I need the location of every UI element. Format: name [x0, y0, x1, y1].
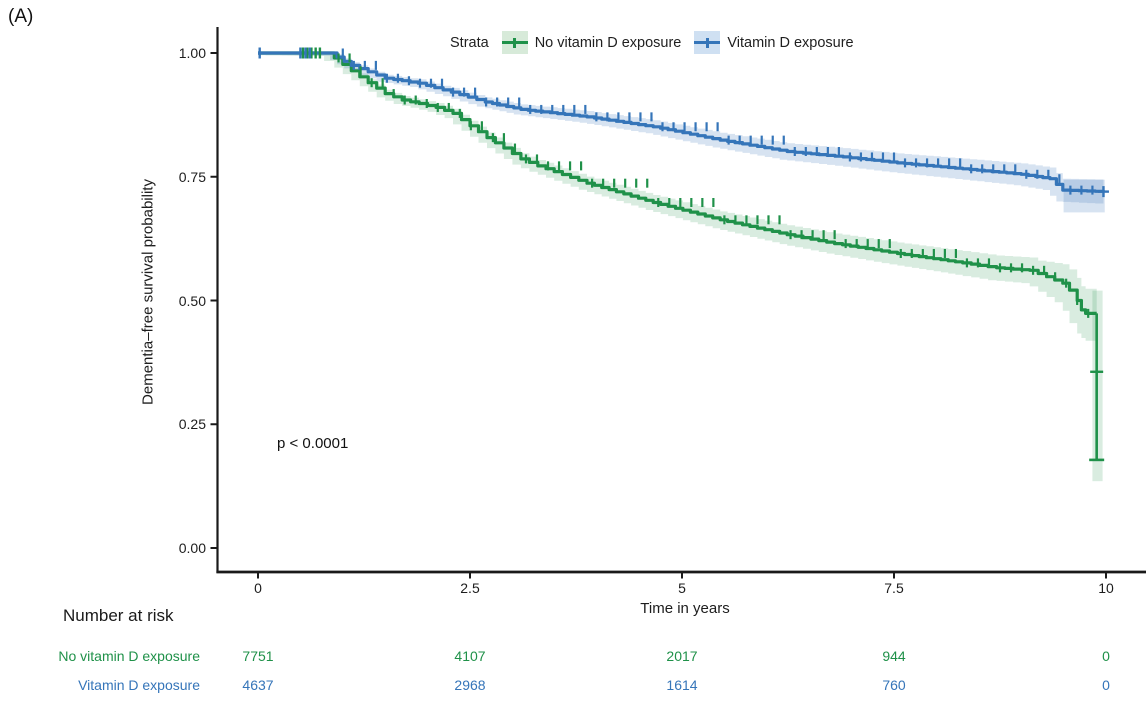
y-tick-label: 0.25	[178, 416, 206, 433]
x-tick-label: 2.5	[460, 580, 480, 596]
x-axis-title: Time in years	[640, 600, 730, 617]
x-tick-label: 5	[678, 580, 686, 596]
legend-title: Strata	[450, 34, 489, 51]
legend-item-no-vitamin-d: No vitamin D exposure	[501, 31, 682, 54]
legend-item-vitamin-d: Vitamin D exposure	[694, 31, 854, 54]
legend-label-no-vitamin-d: No vitamin D exposure	[534, 34, 682, 51]
legend-key-green-icon	[501, 31, 528, 54]
y-tick-label: 1.00	[178, 45, 206, 61]
ci-band	[258, 52, 1097, 341]
risk-count: 4637	[242, 677, 274, 693]
legend: Strata No vitamin D exposure Vitamin D e…	[450, 30, 854, 55]
risk-count: 2968	[454, 677, 486, 693]
risk-count: 760	[882, 677, 906, 693]
risk-count: 0	[1102, 648, 1110, 664]
x-tick-label: 7.5	[884, 580, 904, 596]
risk-table-title: Number at risk	[63, 606, 174, 625]
survival-curves-layer	[258, 51, 1106, 315]
ci-end-band	[1063, 179, 1105, 213]
km-curve	[258, 51, 1097, 315]
ci-band	[258, 52, 1104, 204]
x-tick-label: 0	[254, 580, 262, 596]
pvalue-annotation: p < 0.0001	[277, 435, 349, 452]
risk-row-label: No vitamin D exposure	[58, 648, 200, 664]
risk-count: 0	[1102, 677, 1110, 693]
risk-count: 4107	[454, 648, 486, 664]
risk-count: 944	[882, 648, 906, 664]
y-tick-label: 0.75	[178, 168, 206, 185]
x-tick-label: 10	[1098, 580, 1114, 596]
legend-key-blue-icon	[694, 31, 721, 54]
y-tick-label: 0.00	[178, 540, 206, 556]
panel-label: (A)	[8, 6, 34, 27]
legend-key-cross	[512, 37, 517, 48]
censor-marks-layer	[258, 47, 1109, 462]
legend-label-vitamin-d: Vitamin D exposure	[727, 34, 854, 51]
risk-row-label: Vitamin D exposure	[78, 677, 200, 693]
axis-ticks-layer	[210, 52, 1107, 579]
risk-count: 2017	[666, 648, 698, 664]
risk-count: 7751	[242, 648, 274, 664]
y-tick-label: 0.50	[178, 292, 206, 309]
km-curve	[258, 51, 1106, 193]
risk-count: 1614	[666, 677, 698, 693]
legend-key-cross	[705, 37, 710, 48]
